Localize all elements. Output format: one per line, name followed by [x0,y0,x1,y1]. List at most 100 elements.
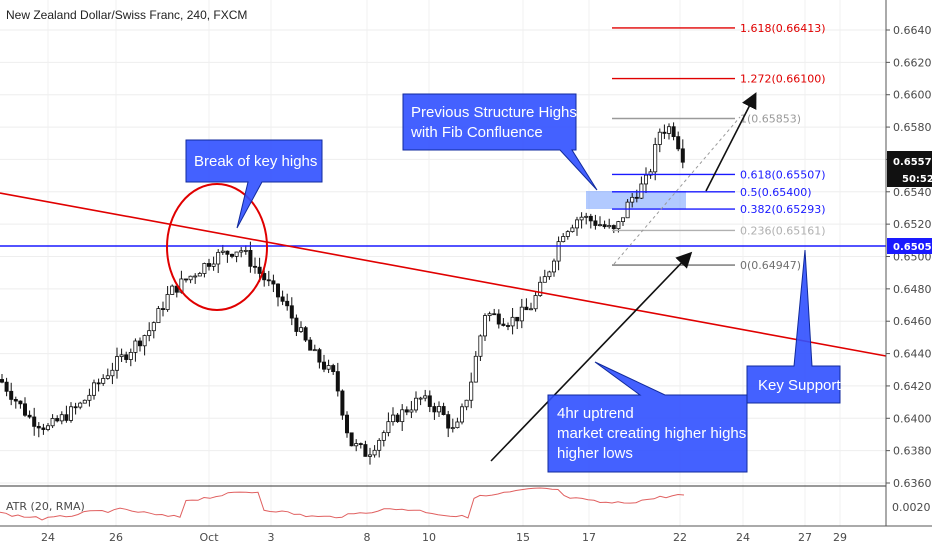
current-price: 0.65577 [893,157,932,168]
target-arrow [705,92,757,192]
x-tick-label: 22 [673,531,687,544]
candle-body [367,454,372,457]
candle-body [50,418,55,427]
candle-body [160,308,165,310]
x-tick-label: 24 [736,531,750,544]
time-axis[interactable]: 24 26 Oct 3 8 10 15 17 22 24 27 29 [41,531,847,544]
candle-body [478,335,483,357]
candle-body [515,316,520,322]
candle-body [584,215,589,218]
candle-body [565,231,570,237]
x-tick-label: 15 [516,531,530,544]
candle-body [298,327,303,332]
candle-body [556,241,561,262]
fib-level-label: 0.5(0.65400) [740,186,812,199]
candle-body [105,375,110,379]
candle-body [92,382,97,396]
candle-body [137,340,142,347]
candle-body [395,414,400,423]
candlestick-series [0,122,685,465]
candle-body [363,444,368,457]
fib-level-label: 0(0.64947) [740,259,801,272]
candle-body [344,414,349,434]
candle-body [505,325,510,327]
candle-body [455,421,460,429]
candle-body [294,317,299,332]
candle-body [680,148,685,163]
callout-key-support: Key Support [746,249,841,404]
candle-body [469,381,474,401]
candle-body [390,414,395,423]
candle-body [73,406,78,409]
callout-prev-line2: with Fib Confluence [410,124,543,141]
candle-body [621,217,626,222]
candle-body [156,308,161,324]
price-axis[interactable]: 0.664000.662000.660000.658000.656000.654… [886,24,932,490]
candle-body [115,356,120,371]
candle-body [326,365,331,370]
candle-body [653,144,658,173]
x-tick-label: 8 [364,531,371,544]
candle-body [271,280,276,285]
candle-body [239,250,244,253]
x-tick-label: Oct [199,531,219,544]
x-tick-label: 24 [41,531,55,544]
candle-body [496,313,501,325]
candle-body [0,379,4,383]
candle-body [349,432,354,447]
candle-body [667,126,672,134]
candle-body [252,265,257,268]
candle-body [671,126,676,138]
candle-body [275,283,280,298]
fib-level-label: 0.618(0.65507) [740,168,826,181]
candle-body [427,395,432,407]
candle-body [280,296,285,302]
candle-body [381,432,386,441]
candle-body [354,443,359,447]
candle-body [542,276,547,283]
indicator-tick: 0.0020 [892,501,931,514]
callout-uptrend-line2: market creating higher highs [557,425,746,442]
callout-uptrend-line1: 4hr uptrend [557,405,634,422]
candle-body [9,390,14,400]
candle-body [432,406,437,413]
candle-body [409,409,414,413]
candle-body [423,395,428,399]
candle-body [96,382,101,385]
candle-body [464,399,469,408]
candle-body [441,406,446,415]
callout-prev-line1: Previous Structure Highs [411,104,577,121]
candle-body [482,315,487,337]
candle-body [128,352,133,360]
candle-body [639,183,644,199]
candle-body [36,425,41,429]
candle-body [459,406,464,423]
candle-body [662,131,667,134]
fib-level-label: 0.236(0.65161) [740,224,826,237]
candle-body [524,306,529,311]
candle-body [377,439,382,451]
candle-body [165,294,170,310]
fib-level-label: 0.382(0.65293) [740,203,826,216]
candle-body [372,449,377,456]
candle-body [202,263,207,274]
fib-confluence-zone [586,191,686,209]
candle-body [188,275,193,281]
fibonacci-levels: 1.618(0.66413) 1.272(0.66100) 1(0.65853) 0.… [612,22,826,272]
candle-body [257,266,262,274]
candle-body [303,327,308,341]
candle-body [625,201,630,219]
candle-body [634,196,639,199]
candle-body [446,414,451,429]
candle-body [289,305,294,319]
candle-body [317,349,322,363]
candle-body [151,322,156,332]
callout-uptrend: 4hr uptrend market creating higher highs… [547,361,748,473]
candle-body [216,251,221,265]
